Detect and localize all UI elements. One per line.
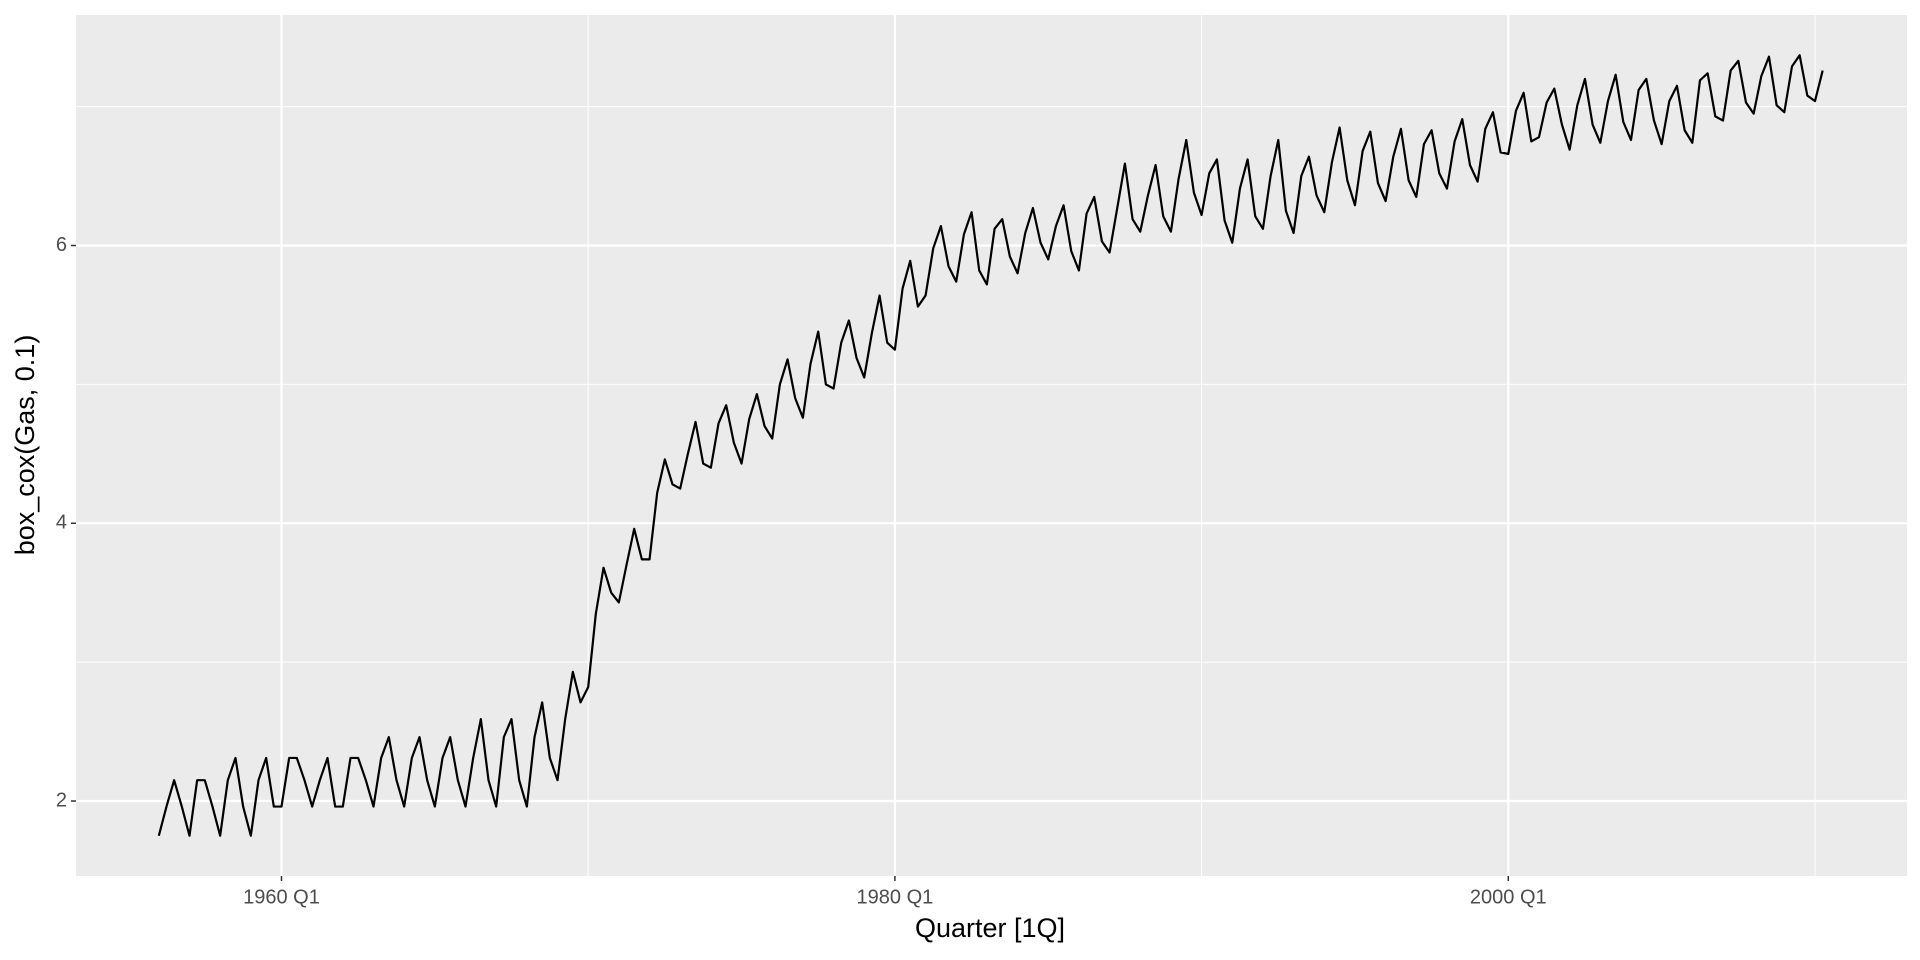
line xyxy=(157,54,1824,837)
y-tick-label: 6 xyxy=(56,234,67,256)
y-tick-label: 2 xyxy=(56,789,67,811)
x-tick-label: 1960 Q1 xyxy=(243,886,320,908)
x-tick-label: 2000 Q1 xyxy=(1470,886,1547,908)
panel xyxy=(76,15,1907,876)
y-axis-title: box_cox(Gas, 0.1) xyxy=(10,335,40,556)
plot xyxy=(157,54,1824,837)
y-tick-label: 4 xyxy=(56,512,67,534)
x-axis-title: Quarter [1Q] xyxy=(915,913,1065,943)
x-tick-label: 1980 Q1 xyxy=(857,886,934,908)
